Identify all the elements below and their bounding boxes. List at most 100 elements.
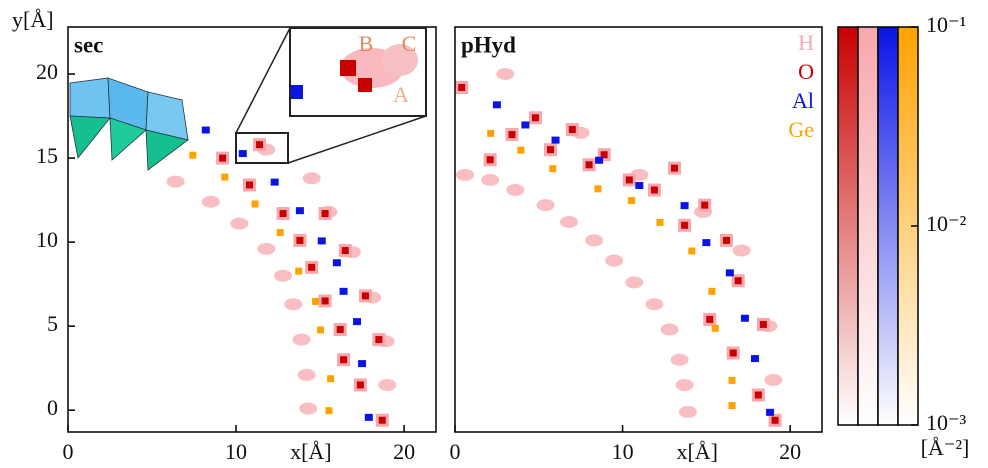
- density-spot: [327, 375, 335, 383]
- density-spot: [605, 254, 624, 267]
- y-axis-label: y[Å]: [12, 7, 54, 32]
- density-spot: [635, 181, 644, 189]
- density-spot: [333, 322, 347, 336]
- density-spot: [238, 150, 247, 158]
- density-spot: [353, 318, 362, 326]
- density-spot: [750, 355, 759, 363]
- y-tick-label: 15: [36, 143, 58, 168]
- density-spot: [517, 146, 525, 154]
- density-spot: [768, 413, 782, 427]
- density-spot: [708, 287, 716, 295]
- density-spot: [337, 353, 351, 367]
- density-spot: [680, 202, 689, 210]
- x-tick-label: 0: [450, 439, 461, 464]
- density-spot: [492, 101, 501, 109]
- density-spot: [725, 269, 734, 277]
- colorbar-column: [837, 26, 859, 426]
- density-spot: [594, 185, 602, 193]
- y-tick-label: 10: [36, 227, 58, 252]
- density-spot: [585, 234, 604, 247]
- density-spot: [318, 207, 332, 221]
- colorbar-column: [857, 26, 879, 426]
- density-spot: [549, 165, 557, 173]
- density-spot: [625, 276, 644, 289]
- density-spot: [622, 173, 636, 187]
- axes-frame: [67, 26, 437, 433]
- density-spot: [536, 199, 555, 212]
- density-spot: [565, 123, 579, 137]
- density-spot: [595, 156, 604, 164]
- density-spot: [276, 229, 284, 237]
- density-spot: [505, 128, 519, 142]
- density-spot: [647, 183, 661, 197]
- density-spot: [496, 68, 515, 81]
- density-spot: [559, 215, 578, 228]
- panel-title: pHyd: [461, 32, 516, 57]
- density-spot: [731, 274, 745, 288]
- colorbar-tick-label: 10⁻²: [926, 211, 967, 236]
- density-spot: [297, 368, 316, 381]
- density-spot: [719, 233, 733, 247]
- density-spot: [456, 168, 475, 181]
- density-spot: [295, 267, 303, 275]
- density-spot: [325, 407, 333, 415]
- density-spot: [338, 244, 352, 258]
- density-spot: [711, 324, 719, 332]
- density-spot: [521, 121, 530, 129]
- density-spot: [678, 405, 697, 418]
- density-spot: [528, 111, 542, 125]
- density-spot: [675, 378, 694, 391]
- density-spot: [201, 195, 220, 208]
- density-spot: [305, 260, 319, 274]
- x-tick-label: 10: [612, 439, 634, 464]
- legend-entry: H: [798, 30, 814, 55]
- density-spot: [740, 314, 749, 322]
- density-spot: [317, 237, 326, 245]
- colorbar-column: [877, 26, 899, 426]
- density-spot: [274, 269, 293, 282]
- axes-frame: [454, 26, 823, 433]
- x-axis-label: x[Å]: [676, 439, 718, 464]
- density-spot: [726, 346, 740, 360]
- density-spot: [339, 287, 348, 295]
- x-axis-label: x[Å]: [290, 439, 332, 464]
- density-spot: [216, 151, 230, 165]
- colorbar-label: [Å⁻²]: [921, 435, 970, 460]
- density-spot: [166, 175, 185, 188]
- density-spot: [299, 402, 318, 415]
- density-spot: [703, 312, 717, 326]
- density-spot: [506, 184, 525, 197]
- density-spot: [597, 148, 611, 162]
- panel-title: sec: [74, 32, 103, 57]
- density-spot: [375, 413, 389, 427]
- density-spot: [728, 376, 736, 384]
- legend-entry: Ge: [788, 117, 814, 142]
- density-spot: [756, 317, 770, 331]
- density-spot: [312, 297, 320, 305]
- density-spot: [230, 217, 249, 230]
- density-spot: [353, 378, 367, 392]
- legend-entry: O: [798, 59, 814, 84]
- density-spot: [766, 408, 775, 416]
- density-spot: [270, 178, 279, 186]
- density-spot: [284, 298, 303, 311]
- density-spot: [201, 126, 210, 134]
- y-tick-label: 5: [47, 311, 58, 336]
- density-spot: [302, 172, 321, 185]
- inset-label: A: [393, 82, 409, 107]
- density-spot: [688, 247, 696, 255]
- density-spot: [251, 200, 259, 208]
- density-spot: [221, 173, 229, 181]
- density-spot: [670, 353, 689, 366]
- density-spot: [678, 218, 692, 232]
- density-spot: [627, 197, 635, 205]
- density-spot: [481, 173, 500, 186]
- x-tick-label: 20: [393, 439, 415, 464]
- y-tick-label: 20: [36, 59, 58, 84]
- density-spot: [751, 388, 765, 402]
- plot-area: [166, 126, 397, 427]
- density-spot: [551, 136, 560, 144]
- density-spot: [702, 239, 711, 247]
- colorbar-tick-label: 10⁻³: [926, 410, 967, 435]
- density-spot: [660, 323, 679, 336]
